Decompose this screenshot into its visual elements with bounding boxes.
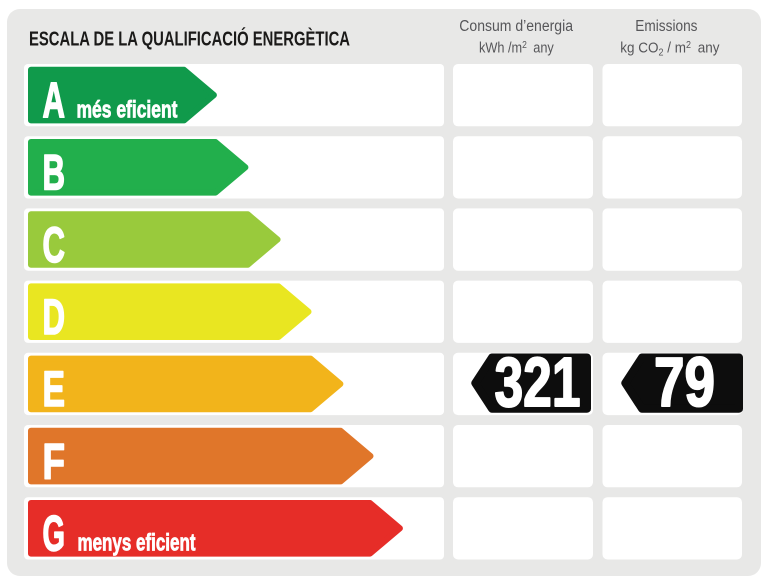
svg-text:G: G — [43, 506, 66, 562]
svg-text:A: A — [43, 72, 66, 128]
svg-text:kWh /m2 any: kWh /m2 any — [479, 38, 554, 55]
svg-text:B: B — [43, 145, 66, 201]
svg-text:C: C — [43, 217, 66, 273]
svg-text:Consum d’energia: Consum d’energia — [459, 18, 573, 35]
svg-text:F: F — [43, 433, 66, 489]
svg-text:79: 79 — [654, 343, 715, 421]
svg-text:Emissions: Emissions — [635, 18, 697, 35]
svg-text:menys eficient: menys eficient — [78, 530, 196, 557]
svg-text:ESCALA DE LA QUALIFICACIÓ ENER: ESCALA DE LA QUALIFICACIÓ ENERGÈTICA — [29, 27, 350, 51]
svg-text:E: E — [43, 361, 66, 417]
svg-text:D: D — [43, 289, 66, 345]
svg-text:kg CO2 / m2 any: kg CO2 / m2 any — [620, 40, 720, 59]
svg-text:més eficient: més eficient — [77, 96, 178, 123]
svg-text:321: 321 — [495, 343, 581, 421]
